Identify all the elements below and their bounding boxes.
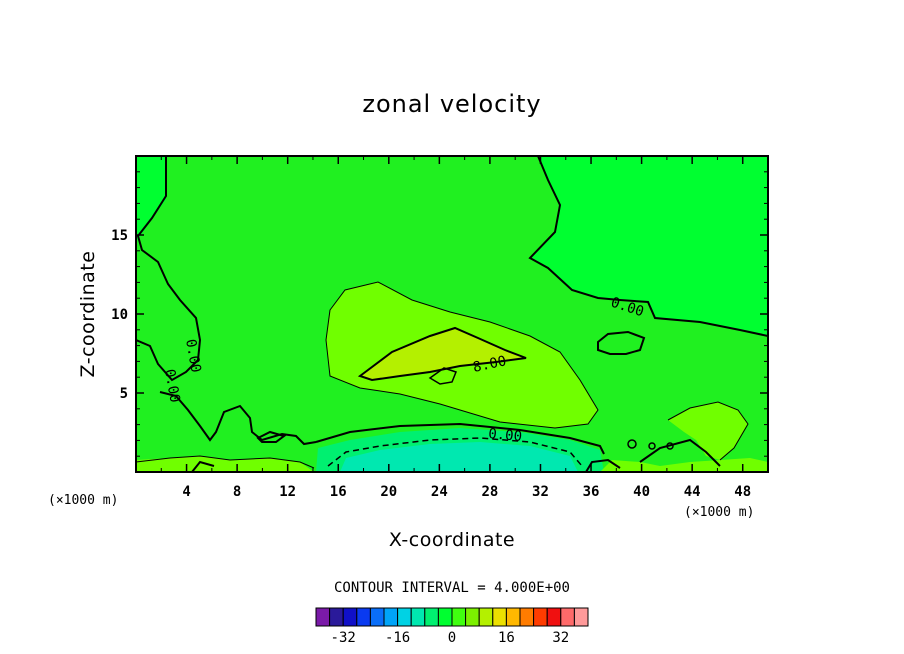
field-region-positive-right	[668, 402, 748, 460]
colorbar-tick-label: 0	[448, 630, 456, 646]
colorbar-swatch	[505, 607, 521, 627]
colorbar-swatch	[560, 607, 575, 627]
colorbar-swatch	[342, 607, 358, 627]
x-tick-label: 12	[279, 484, 296, 500]
contour-four-right	[667, 401, 749, 461]
x-tick-label: 24	[431, 484, 448, 500]
contour-label-1: 0.00	[161, 368, 183, 404]
zero-contours	[136, 156, 768, 472]
small-loop-1	[627, 439, 637, 449]
colorbar-swatch	[451, 607, 467, 627]
y-axis-label: Z-coordinate	[77, 251, 99, 378]
contour-zero-left	[136, 156, 202, 382]
x-tick-label: 8	[233, 484, 241, 500]
small-loops	[627, 439, 674, 450]
contour-four-bottom	[136, 455, 315, 469]
x-tick-label: 40	[633, 484, 650, 500]
contour-label-3: 8.00	[472, 353, 508, 376]
colorbar: -32 -16 0 16 32	[315, 607, 589, 646]
y-tick-label: 10	[111, 307, 128, 323]
x-unit-label: (×1000 m)	[48, 493, 118, 508]
y-tick-label: 5	[120, 386, 128, 402]
x-tick-label: 32	[532, 484, 549, 500]
field-region-negative-upper-left	[136, 156, 166, 240]
colorbar-tick-label: -16	[385, 630, 410, 646]
y-unit-label: (×1000 m)	[684, 505, 754, 520]
colorbar-swatch	[397, 607, 412, 627]
field-region-negative-inner	[340, 442, 578, 472]
colorbar-tick-label: -32	[331, 630, 356, 646]
y-axis: 5 10 15	[111, 171, 768, 457]
colorbar-swatch	[410, 607, 426, 627]
colorbar-swatch	[424, 607, 439, 627]
colorbar-swatch	[369, 607, 385, 627]
contour-zero-right	[528, 156, 768, 337]
contour-zero-small-loop	[256, 430, 287, 443]
x-axis-label: X-coordinate	[389, 529, 515, 551]
x-tick-label: 36	[583, 484, 600, 500]
x-tick-label: 28	[481, 484, 498, 500]
chart-title: zonal velocity	[362, 90, 541, 118]
contour-interval: CONTOUR INTERVAL = 4.000E+00	[334, 580, 570, 596]
colorbar-swatch	[356, 607, 371, 627]
contour-zero-right-lower	[639, 438, 721, 467]
colorbar-swatch	[533, 607, 548, 627]
contour-label-4: 0.00	[488, 426, 523, 445]
x-tick-label: 4	[182, 484, 190, 500]
colorbar-swatch	[315, 607, 331, 627]
small-loop-3	[666, 442, 674, 450]
colorbar-swatch	[329, 607, 344, 627]
contour-four-lobe	[325, 281, 599, 429]
plot-area	[136, 156, 768, 472]
field-region-negative-upper	[530, 156, 768, 336]
x-axis: 4 8 12 16 20 24 28 32 36 40 44 48	[160, 156, 751, 500]
colorbar-swatch	[478, 607, 494, 627]
contour-zero-bottom	[585, 458, 621, 472]
colorbar-swatch	[465, 607, 480, 627]
x-tick-label: 44	[684, 484, 701, 500]
colorbar-tick-label: 32	[552, 630, 569, 646]
contour-zero-bottom-left	[191, 460, 215, 472]
colorbar-swatch	[519, 607, 535, 627]
x-tick-label: 20	[380, 484, 397, 500]
colorbar-swatch	[437, 607, 453, 627]
field-region-positive-bottom-left	[136, 456, 314, 472]
contour-zero-left-lower	[159, 391, 317, 446]
positive-contours	[136, 281, 749, 469]
contour-zero-middle	[315, 422, 605, 455]
colorbar-swatch	[546, 607, 562, 627]
colorbar-swatch	[383, 607, 399, 627]
small-loop-2	[648, 442, 656, 450]
colorbar-swatch	[573, 607, 589, 627]
colorbar-tick-label: 16	[498, 630, 515, 646]
y-tick-label: 15	[111, 228, 128, 244]
contour-eight	[357, 326, 527, 382]
contour-negative-dashed	[327, 437, 583, 467]
colorbar-swatch	[492, 607, 507, 627]
contour-eight-small	[428, 367, 457, 385]
contour-label-0: 0.00	[182, 338, 204, 374]
x-tick-label: 48	[734, 484, 751, 500]
x-tick-label: 16	[330, 484, 347, 500]
contour-zero-island	[597, 330, 646, 355]
